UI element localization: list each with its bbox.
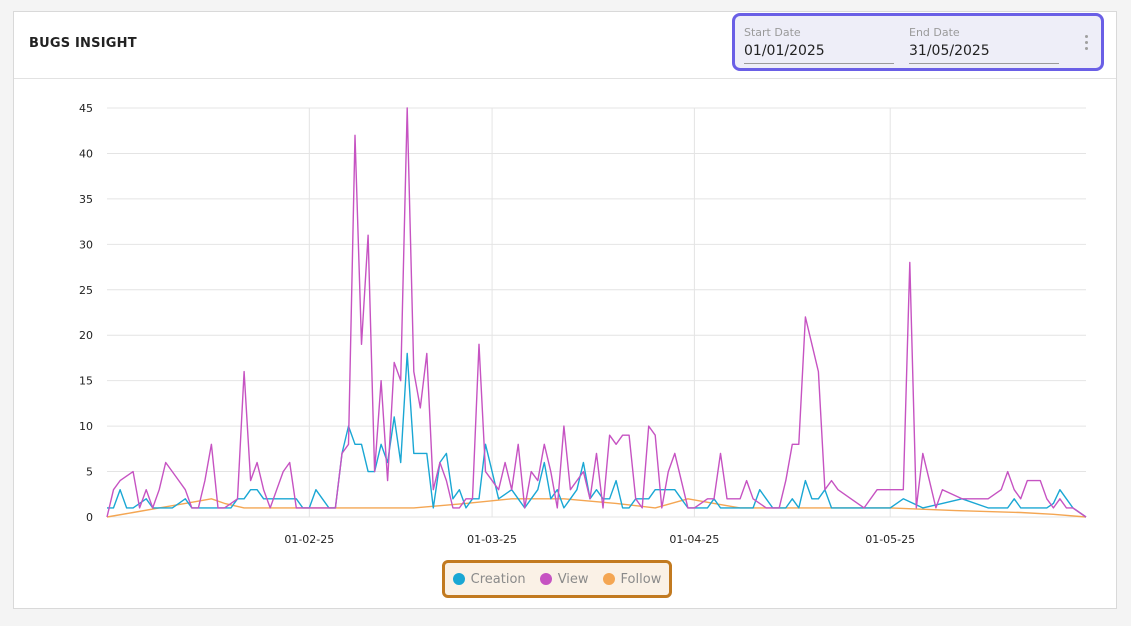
x-tick-label: 01-03-25 xyxy=(467,533,517,546)
end-date-label: End Date xyxy=(909,26,960,39)
end-date-input[interactable]: 31/05/2025 xyxy=(909,41,1059,64)
legend-item-follow[interactable]: Follow xyxy=(602,571,662,587)
y-tick-label: 0 xyxy=(86,511,93,524)
y-tick-label: 10 xyxy=(79,420,93,433)
bugs-insight-card: BUGS INSIGHT Start Date 01/01/2025 End D… xyxy=(13,11,1117,609)
legend-item-creation[interactable]: Creation xyxy=(452,571,526,587)
y-tick-label: 35 xyxy=(79,193,93,206)
start-date-input[interactable]: 01/01/2025 xyxy=(744,41,894,64)
legend-dot-view xyxy=(539,573,552,585)
y-tick-label: 5 xyxy=(86,466,93,479)
x-tick-label: 01-05-25 xyxy=(865,533,915,546)
y-tick-label: 15 xyxy=(79,375,93,388)
y-tick-label: 40 xyxy=(79,147,93,160)
legend-label-creation: Creation xyxy=(470,571,526,587)
x-tick-label: 01-04-25 xyxy=(669,533,719,546)
y-tick-label: 30 xyxy=(79,238,93,251)
x-tick-label: 01-02-25 xyxy=(284,533,334,546)
kebab-menu-icon[interactable] xyxy=(1083,35,1089,53)
date-range-panel: Start Date 01/01/2025 End Date 31/05/202… xyxy=(732,13,1104,71)
start-date-field[interactable]: Start Date 01/01/2025 xyxy=(744,26,894,64)
card-header: BUGS INSIGHT Start Date 01/01/2025 End D… xyxy=(14,12,1116,79)
chart-legend: Creation View Follow xyxy=(442,560,672,598)
legend-dot-follow xyxy=(602,573,615,585)
legend-item-view[interactable]: View xyxy=(539,571,589,587)
end-date-field[interactable]: End Date 31/05/2025 xyxy=(909,26,1059,64)
legend-label-follow: Follow xyxy=(620,571,662,587)
y-tick-label: 20 xyxy=(79,329,93,342)
series-line-follow xyxy=(106,498,1087,518)
series-line-view xyxy=(106,107,1087,518)
page-title: BUGS INSIGHT xyxy=(29,36,137,51)
y-tick-label: 25 xyxy=(79,284,93,297)
start-date-label: Start Date xyxy=(744,26,801,39)
legend-label-view: View xyxy=(557,571,589,587)
series-line-creation xyxy=(107,352,1087,518)
y-tick-label: 45 xyxy=(79,102,93,115)
legend-dot-creation xyxy=(452,573,465,585)
